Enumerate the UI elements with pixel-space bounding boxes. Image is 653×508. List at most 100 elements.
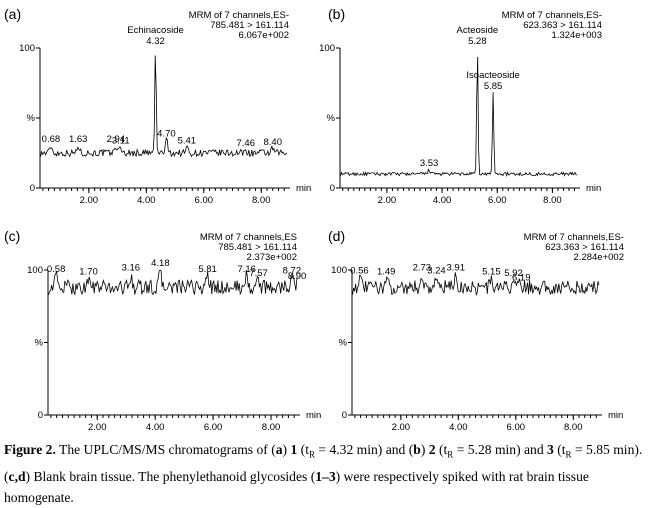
caption-subscript: R: [565, 449, 572, 460]
chart-header-line: 2.284e+002: [574, 252, 624, 263]
panel-label: (b): [328, 6, 345, 22]
caption-text: ) Blank brain tissue. The phenylethanoid…: [25, 468, 316, 484]
peak-label: 3.24: [427, 265, 446, 276]
y-tick-label: 0: [30, 183, 35, 194]
caption-text: ): [420, 442, 429, 457]
caption-text: (t: [553, 442, 566, 457]
x-axis-label: min: [608, 410, 623, 421]
peak-label: 7.16: [237, 264, 256, 275]
figure-caption: Figure 2. The UPLC/MS/MS chromatograms o…: [4, 439, 650, 508]
caption-text: ): [282, 442, 291, 457]
chart-header-line: MRM of 7 channels,ES-: [189, 10, 289, 21]
chart-header-line: 785.481 > 161.114: [210, 20, 289, 31]
chart-header-line: 2.373e+002: [247, 252, 297, 263]
peak-label: 1.70: [79, 267, 98, 278]
peak-label: 5.85: [484, 81, 503, 92]
y-tick-label: 100: [331, 265, 347, 276]
chart-header-line: 785.481 > 161.114: [218, 242, 297, 253]
caption-text: = 5.85 min). (: [4, 442, 643, 484]
chromatogram-figure: (a) MRM of 7 channels,ES-785.481 > 161.11…: [4, 6, 624, 433]
chart-header-line: 6.067e+002: [239, 30, 289, 41]
x-tick-label: 6.00: [507, 422, 526, 433]
chart-header-line: MRM of 7 channels,ES-: [502, 10, 602, 21]
peak-label: 8.72: [283, 265, 302, 276]
y-tick-label: 100: [19, 43, 35, 54]
peak-label: 5.81: [198, 264, 217, 275]
x-tick-label: 2.00: [80, 195, 99, 206]
x-tick-label: 4.00: [137, 195, 156, 206]
peak-label: 1.63: [69, 134, 88, 145]
panel-label: (c): [4, 228, 20, 244]
x-tick-label: 6.00: [488, 195, 507, 206]
y-tick-label: 0: [330, 183, 335, 194]
caption-ref-a: a: [275, 442, 283, 457]
y-tick-label: 0: [38, 410, 43, 421]
caption-text: ) were respectively spiked with rat brai…: [4, 468, 589, 505]
caption-compound-range: 1–3: [315, 468, 336, 484]
peak-label: 3.11: [112, 135, 130, 146]
peak-label: 6.19: [512, 273, 531, 284]
peak-label: 5.92: [504, 268, 523, 279]
x-tick-label: 2.00: [88, 422, 107, 433]
x-tick-label: 8.00: [564, 422, 583, 433]
peak-label: 0.68: [42, 134, 61, 145]
chart-header-line: 623.363 > 161.114: [545, 242, 624, 253]
peak-label: 3.53: [420, 158, 439, 169]
peak-label: 5.41: [178, 135, 197, 146]
caption-subscript: R: [447, 449, 454, 460]
chart-header-line: MRM of 7 channels,ES-: [524, 232, 624, 243]
y-tick-label: %: [327, 113, 336, 124]
panel-label: (a): [4, 6, 21, 22]
x-tick-label: 8.00: [262, 422, 281, 433]
y-tick-label: 100: [319, 43, 335, 54]
chart-header-line: MRM of 7 channels,ES: [200, 232, 297, 243]
caption-label: Figure 2.: [4, 442, 56, 457]
chromatogram-trace: [340, 56, 578, 177]
y-tick-label: %: [27, 113, 36, 124]
peak-label: 4.32: [146, 36, 165, 47]
peak-label: 2.73: [413, 262, 432, 273]
caption-subscript: R: [308, 449, 315, 460]
caption-text: The UPLC/MS/MS chromatograms of (: [55, 442, 276, 457]
caption-text: (t: [297, 442, 309, 457]
peak-label: 5.15: [482, 267, 501, 278]
x-tick-label: 2.00: [378, 195, 397, 206]
peak-label: 8.40: [264, 137, 283, 148]
caption-compound-1: 1: [290, 442, 298, 457]
x-tick-label: 2.00: [392, 422, 411, 433]
x-tick-label: 4.00: [449, 422, 468, 433]
chromatogram-trace: [48, 269, 298, 296]
y-tick-label: %: [35, 338, 44, 349]
peak-label: Echinacoside: [127, 25, 184, 36]
peak-label: 7.46: [236, 138, 255, 149]
peak-label: Acteoside: [457, 25, 499, 36]
chart-header-line: 623.363 > 161.114: [523, 20, 602, 31]
panel-label: (d): [328, 228, 345, 244]
caption-text: (t: [435, 442, 448, 457]
caption-compound-2: 2: [428, 442, 436, 457]
peak-label: 0.56: [350, 265, 369, 276]
peak-label: 1.49: [377, 267, 396, 278]
peak-label: 3.16: [122, 262, 141, 273]
y-tick-label: 0: [342, 410, 347, 421]
peak-label: 5.28: [468, 36, 487, 47]
x-axis-label: min: [296, 183, 311, 194]
peak-label: 8.90: [288, 271, 307, 282]
y-tick-label: 100: [27, 265, 43, 276]
caption-ref-cd: c,d: [8, 468, 26, 484]
caption-compound-3: 3: [547, 442, 554, 457]
peak-label: 3.91: [446, 262, 465, 273]
peak-label: 7.57: [249, 268, 268, 279]
y-tick-label: %: [339, 338, 348, 349]
caption-ref-b: b: [413, 442, 421, 457]
x-tick-label: 8.00: [252, 195, 271, 206]
x-tick-label: 4.00: [146, 422, 165, 433]
peak-label: 4.70: [157, 128, 176, 139]
peak-label: 0.58: [47, 264, 66, 275]
x-tick-label: 4.00: [433, 195, 452, 206]
caption-text: = 5.28 min) and: [453, 442, 548, 457]
peak-label: Isoacteoside: [466, 70, 519, 81]
x-tick-label: 6.00: [195, 195, 214, 206]
peak-label: 2.94: [107, 134, 126, 145]
x-axis-label: min: [586, 183, 601, 194]
